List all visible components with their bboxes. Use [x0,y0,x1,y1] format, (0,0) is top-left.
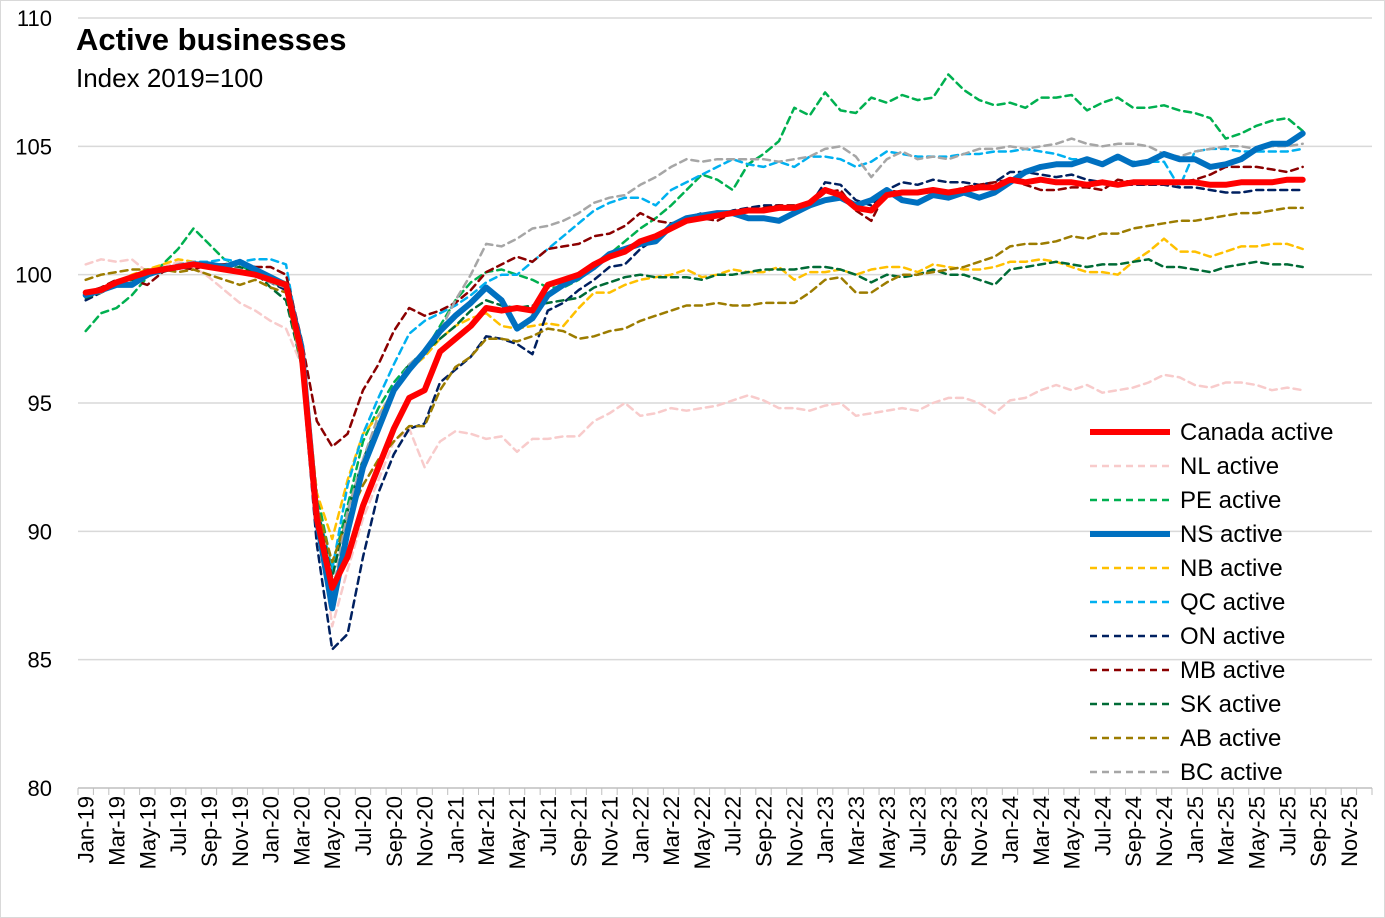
y-tick-label: 105 [15,134,52,159]
x-tick-label: Sep-22 [752,796,777,867]
legend-label: NL active [1180,453,1279,480]
legend-label: PE active [1180,487,1281,514]
legend-label: NB active [1180,555,1283,582]
x-tick-label: Nov-23 [967,796,992,867]
x-tick-label: Mar-23 [844,796,869,866]
x-tick-label: Jan-24 [998,796,1023,863]
series-line-on-active [84,170,1304,651]
legend-label: Canada active [1180,419,1333,446]
legend-label: NS active [1180,521,1283,548]
series-line-ab-active [84,206,1304,564]
y-tick-label: 110 [17,6,52,31]
x-tick-label: Sep-25 [1306,796,1331,867]
x-tick-label: May-24 [1060,796,1085,869]
x-tick-label: Jan-19 [74,796,99,863]
y-tick-label: 100 [15,263,52,288]
x-tick-label: May-25 [1244,796,1269,869]
x-tick-label: Nov-20 [413,796,438,867]
series-line-nl-active [84,258,1304,628]
x-tick-label: Jan-23 [813,796,838,863]
series-line-sk-active [84,258,1304,579]
x-tick-label: Jul-25 [1275,796,1300,856]
y-tick-label: 80 [28,776,52,801]
y-tick-label: 95 [28,391,52,416]
x-tick-label: Jan-25 [1183,796,1208,863]
x-tick-label: Sep-19 [197,796,222,867]
x-tick-label: Jul-23 [906,796,931,856]
x-tick-label: Jul-19 [166,796,191,856]
x-tick-label: May-21 [505,796,530,869]
x-tick-label: Sep-23 [936,796,961,867]
x-tick-label: Sep-24 [1121,796,1146,867]
series-line-ns-active [82,130,1306,612]
x-tick-label: Jul-22 [721,796,746,856]
x-tick-label: Mar-19 [105,796,130,866]
legend-label: AB active [1180,725,1281,752]
x-tick-label: Jan-22 [628,796,653,863]
series-line-mb-active [84,165,1304,448]
x-tick-label: Jul-24 [1090,796,1115,856]
legend-label: MB active [1180,657,1285,684]
legend-label: QC active [1180,589,1285,616]
x-tick-label: May-22 [690,796,715,869]
x-tick-label: Sep-21 [567,796,592,867]
legend-label: SK active [1180,691,1281,718]
x-tick-label: Jul-21 [536,796,561,856]
x-tick-label: Nov-25 [1337,796,1362,867]
x-tick-label: Mar-21 [474,796,499,866]
y-tick-label: 90 [28,519,52,544]
series-line-pe-active [84,73,1304,569]
x-tick-label: Nov-19 [228,796,253,867]
series-line-canada-active [82,176,1306,591]
chart-title: Active businesses [76,22,347,57]
x-tick-label: Mar-20 [289,796,314,866]
x-tick-label: Jul-20 [351,796,376,856]
x-tick-label: Nov-22 [782,796,807,867]
x-tick-label: Sep-20 [382,796,407,867]
x-tick-label: Mar-24 [1029,796,1054,866]
x-tick-label: Mar-25 [1214,796,1239,866]
series-line-qc-active [84,147,1304,572]
x-tick-label: May-19 [135,796,160,869]
legend-label: BC active [1180,759,1283,786]
y-tick-label: 85 [28,648,52,673]
series-line-bc-active [84,137,1304,597]
x-tick-label: Nov-21 [597,796,622,867]
x-tick-label: May-20 [320,796,345,869]
chart-subtitle: Index 2019=100 [76,63,264,93]
x-tick-label: Nov-24 [1152,796,1177,867]
x-tick-label: Jan-21 [443,796,468,863]
x-tick-label: Mar-22 [659,796,684,866]
x-tick-label: May-23 [875,796,900,869]
legend-label: ON active [1180,623,1285,650]
x-tick-label: Jan-20 [259,796,284,863]
